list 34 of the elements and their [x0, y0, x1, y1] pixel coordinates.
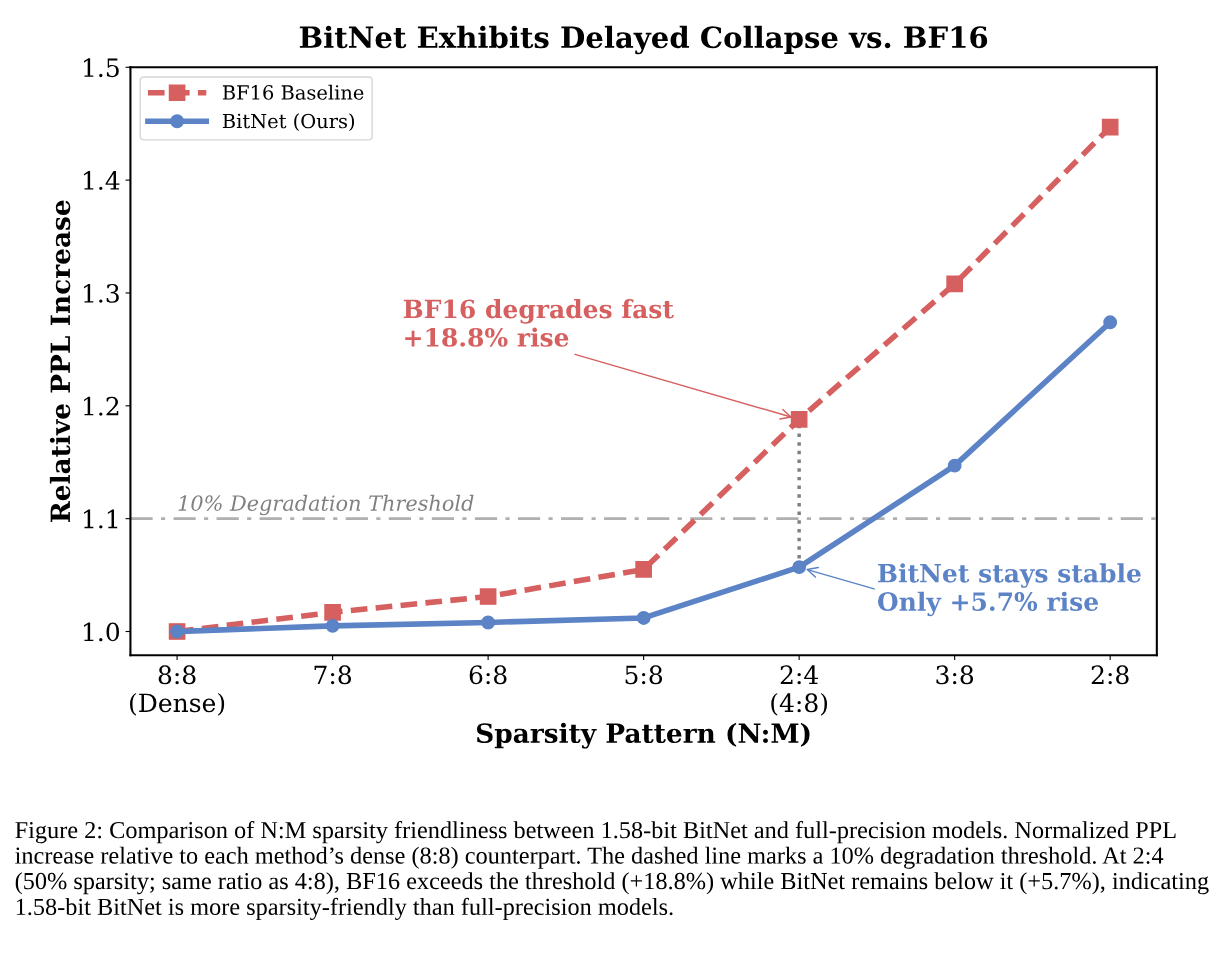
point [481, 615, 496, 630]
y-tick-label: 1.0 [84, 622, 120, 642]
x-tick-label: 3:8 [936, 665, 974, 685]
annotation: BitNet stays stable Only +5.7% rise [877, 563, 1141, 617]
y-tick-label: 1.1 [84, 509, 118, 529]
legend-label: BF16 Baseline [222, 84, 364, 100]
point [946, 275, 963, 293]
x-tick-label: 5:8 [625, 665, 663, 685]
x-tick-label: 7:8 [314, 665, 352, 685]
y-tick-label: 1.3 [84, 283, 119, 303]
point [635, 561, 652, 578]
chart-title: BitNet Exhibits Delayed Collapse vs. BF16 [299, 25, 988, 55]
point [479, 588, 497, 605]
point [1101, 118, 1119, 136]
point [792, 560, 807, 575]
point [324, 603, 341, 621]
point [325, 618, 340, 633]
point [790, 411, 808, 428]
point [947, 458, 962, 473]
point [1103, 315, 1118, 330]
annotation: BF16 degrades fast +18.8% rise [403, 299, 674, 347]
y-tick-label: 1.2 [84, 396, 119, 416]
ref-line-label: 10% Degradation Threshold [178, 494, 474, 516]
x-tick-label: 2:8 [1091, 665, 1129, 685]
y-tick-label: 1.4 [84, 171, 120, 190]
legend-label: BitNet (Ours) [222, 113, 355, 132]
x-tick-label: 8:8 (Dense) [130, 665, 225, 716]
x-tick-label: 6:8 [469, 665, 507, 685]
y-tick-label: 1.5 [84, 58, 119, 78]
x-axis-title: Sparsity Pattern (N:M) [476, 722, 810, 749]
x-tick-label: 2:4 (4:8) [771, 665, 828, 716]
y-axis-title: Relative PPL Increase [49, 200, 71, 522]
caption: Figure 2: Comparison of N:M sparsity friendliness between 1.58-bit BitNet and full-precision models. Normalized PPL increase relative to each method’s dense (8:8) counterpart. The dashed line marks a 10% degradation threshold. At 2:4 (50% sparsity; same ratio as 4:8), BF16 exceeds the threshold (+18.8%) while BitNet remains below it (+5.7%), indicating 1.58-bit BitNet is more sparsity-friendly than full-precision models. [15, 820, 1209, 921]
point [636, 611, 651, 625]
